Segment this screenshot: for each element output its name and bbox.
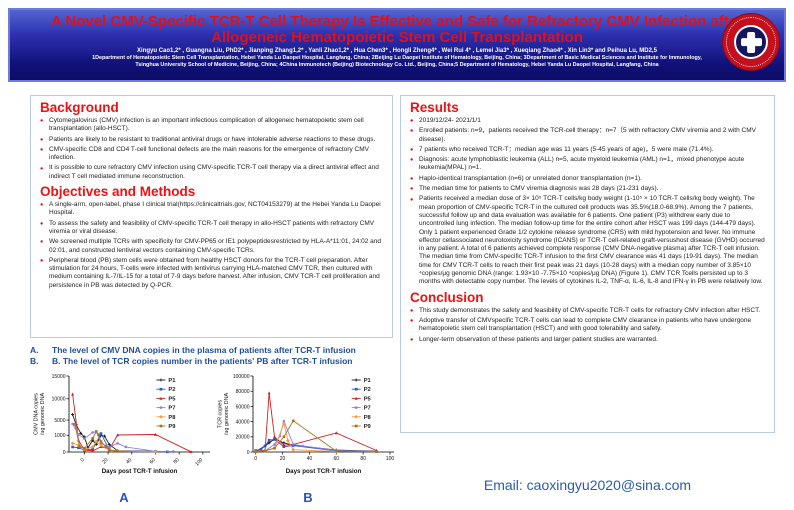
svg-text:TCR copies: TCR copies [218,400,224,428]
svg-text:40: 40 [125,457,133,465]
right-panel: Results 2019/12/24- 2021/1/1 Enrolled pa… [400,95,775,433]
panel-b-label: B [303,490,313,505]
svg-text:100000: 100000 [233,374,250,380]
svg-text:/ug genomic DNA: /ug genomic DNA [224,392,230,435]
poster-title-line2: Allogeneic Hematopoietic Stem Cell Trans… [211,29,583,46]
svg-text:P1: P1 [168,378,176,384]
svg-text:60: 60 [333,456,339,462]
svg-text:80: 80 [172,457,180,465]
svg-text:80000: 80000 [236,389,250,395]
results-bullet: 2019/12/24- 2021/1/1 [410,117,765,126]
svg-text:80: 80 [360,456,366,462]
results-bullet: The median time for patients to CMV vire… [410,185,765,194]
logo-ring [726,17,776,67]
poster-title-line1: A Novel CMV-Specific TCR-T Cell Therapy … [50,13,744,30]
caption-a-label: A. [30,345,39,355]
panel-a-label: A [119,490,129,505]
figure-captions: A. The level of CMV DNA copies in the pl… [30,345,393,367]
conclusion-heading: Conclusion [410,289,484,305]
svg-text:P1: P1 [364,378,372,384]
svg-text:P7: P7 [364,406,371,412]
svg-text:20: 20 [101,457,109,465]
caption-a-text: The level of CMV DNA copies in the plasm… [52,345,356,355]
svg-text:P5: P5 [168,396,176,402]
background-heading: Background [40,100,119,115]
background-bullets: Cytomegalovirus (CMV) infection is an im… [40,117,383,181]
conclusion-bullet: Adoptive transfer of CMVspecific TCR-T c… [410,317,765,334]
affiliations-line2: Tsinghua University School of Medicine, … [135,61,659,68]
svg-text:0: 0 [254,456,257,462]
svg-text:60: 60 [149,457,157,465]
methods-heading: Objectives and Methods [40,184,196,200]
caption-b: B. B. The level of TCR copies number in … [30,356,393,367]
results-heading: Results [410,100,459,115]
methods-bullet: We screened multiple TCRs with specifici… [40,238,383,255]
cmv-dna-copies-chart: 0 1000 5000 10000 15000 0 20 40 60 80 100 Days post… [34,374,210,475]
results-bullet: Diagnosis: acute lymphoblastic leukemia … [410,156,765,173]
svg-text:P9: P9 [168,424,176,430]
svg-text:20000: 20000 [236,435,250,441]
svg-text:P9: P9 [364,424,372,430]
caption-a: A. The level of CMV DNA copies in the pl… [30,345,393,356]
svg-text:P5: P5 [364,396,372,402]
svg-text:Days post TCR-T infusion: Days post TCR-T infusion [102,468,178,475]
left-panel: Background Cytomegalovirus (CMV) infecti… [30,95,393,338]
svg-text:60000: 60000 [236,404,250,410]
results-bullet: Haplo-identical transplantation (n=6) or… [410,175,765,184]
svg-text:P8: P8 [364,415,372,421]
svg-text:15000: 15000 [52,374,66,380]
caption-b-text: B. The level of TCR copies number in the… [52,356,353,366]
poster-header: A Novel CMV-Specific TCR-T Cell Therapy … [8,8,786,82]
svg-text:20: 20 [280,456,286,462]
results-bullet: Enrolled patients: n=9，patients received… [410,127,765,144]
figure-1: 0 1000 5000 10000 15000 0 20 40 60 80 100 Days post… [32,370,400,505]
tcr-copies-chart: 0 20000 40000 60000 80000 100000 0 20 40 60 80 100 D… [218,374,395,475]
svg-text:40: 40 [307,456,313,462]
svg-text:0: 0 [247,450,250,456]
svg-text:40000: 40000 [236,420,250,426]
svg-text:5000: 5000 [54,418,65,424]
cross-icon [740,38,762,46]
svg-text:/ug genomic DNA: /ug genomic DNA [40,392,46,435]
svg-text:P2: P2 [364,387,371,393]
svg-text:0: 0 [80,457,86,463]
affiliations-line1: 1Department of Hematopoietic Stem Cell T… [92,55,702,61]
svg-text:P8: P8 [168,415,176,421]
results-bullets: 2019/12/24- 2021/1/1 Enrolled patients: … [410,117,765,287]
chart-b-block: 0 20000 40000 60000 80000 100000 0 20 40 60 80 100 D… [216,370,400,505]
conclusion-bullets: This study demonstrates the safety and f… [410,307,765,345]
results-bullet: Patients received a median dose of 3× 10… [410,195,765,286]
background-bullet: Cytomegalovirus (CMV) infection is an im… [40,117,383,134]
chart-a-block: 0 1000 5000 10000 15000 0 20 40 60 80 100 Days post… [32,370,216,505]
poster-title: A Novel CMV-Specific TCR-T Cell Therapy … [10,14,784,46]
caption-b-label: B. [30,356,39,366]
background-bullet: Patients are likely to be resistant to t… [40,136,383,145]
svg-text:Days post TCR-T infusion: Days post TCR-T infusion [286,468,362,475]
svg-text:0: 0 [63,450,66,456]
svg-text:10000: 10000 [52,397,66,403]
svg-text:100: 100 [386,456,395,462]
results-bullet: 7 patients who received TCR-T：median age… [410,146,765,155]
methods-bullet: A single-arm, open-label, phase I clinic… [40,201,383,218]
svg-text:100: 100 [194,457,204,467]
contact-email: Email: caoxingyu2020@sina.com [483,477,692,493]
logo-inner-circle [734,25,768,59]
methods-bullets: A single-arm, open-label, phase I clinic… [40,201,383,290]
conclusion-bullet: Longer-term observation of these patient… [410,336,765,345]
methods-bullet: To assess the safety and feasibility of … [40,220,383,237]
svg-text:P7: P7 [168,406,175,412]
background-bullet: It is possible to cure refractory CMV in… [40,164,383,181]
svg-text:1000: 1000 [54,433,65,439]
svg-text:CMV DNA copies: CMV DNA copies [34,393,40,435]
conclusion-bullet: This study demonstrates the safety and f… [410,307,765,316]
methods-bullet: Peripheral blood (PB) stem cells were ob… [40,257,383,290]
hospital-cross-logo-icon [723,14,779,70]
author-list: Xingyu Cao1,2* , Guangna Liu, PhD2* , Ji… [137,48,657,54]
background-bullet: CMV-specific CD8 and CD4 T-cell function… [40,146,383,163]
svg-text:P2: P2 [168,387,175,393]
